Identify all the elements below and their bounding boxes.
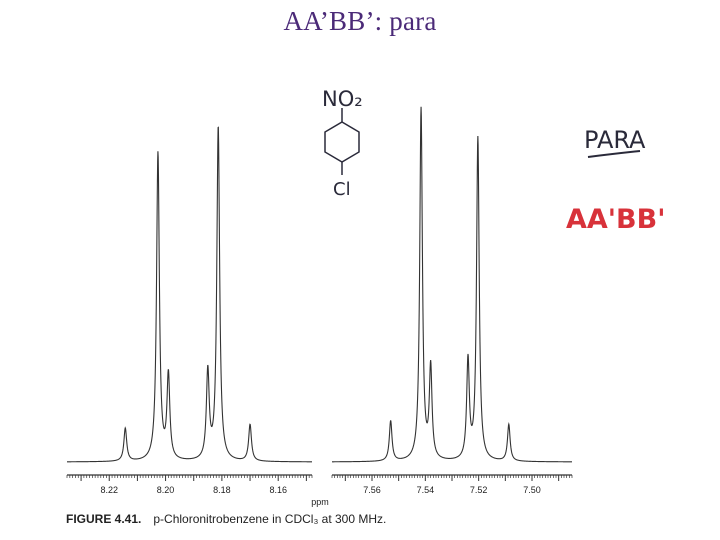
structure-top-label: NO₂	[322, 87, 363, 111]
x-tick-label: 8.18	[213, 485, 231, 495]
para-underline	[587, 150, 641, 158]
x-tick-label: 7.50	[523, 485, 541, 495]
structure-bottom-label: Cl	[333, 179, 351, 200]
para-annotation: PARA	[584, 126, 646, 154]
x-tick-label: 8.22	[100, 485, 118, 495]
benzene-ring	[324, 121, 360, 163]
x-tick-label: 8.16	[269, 485, 287, 495]
x-tick-label: 7.56	[363, 485, 381, 495]
structure-drawing: NO₂ Cl	[322, 87, 363, 200]
x-tick-label: 7.52	[470, 485, 488, 495]
figure-caption: FIGURE 4.41. p-Chloronitrobenzene in CDCl…	[66, 512, 386, 526]
x-axis-title: ppm	[311, 497, 329, 507]
caption-text: p-Chloronitrobenzene in CDCl₃ at 300 MHz…	[153, 512, 387, 526]
x-tick-label: 8.20	[157, 485, 175, 495]
aabb-annotation: AA'BB'	[566, 204, 665, 235]
spectrum-trace-1	[67, 126, 312, 463]
figure-number: FIGURE 4.41.	[66, 512, 142, 526]
slide-title: AA’BB’: para	[283, 6, 437, 36]
spectrum-trace-2	[332, 106, 573, 463]
x-tick-label: 7.54	[417, 485, 435, 495]
